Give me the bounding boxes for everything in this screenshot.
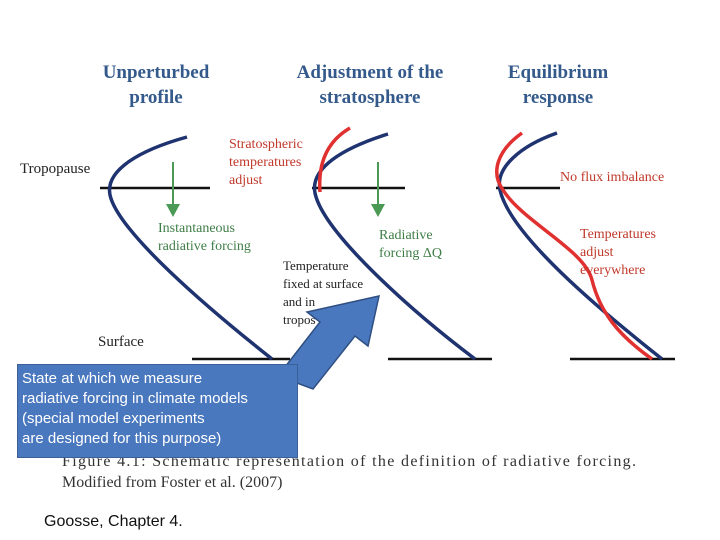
figure-caption-line-2: Modified from Foster et al. (2007)	[62, 474, 282, 491]
green-arrow-2	[371, 162, 385, 217]
radiative-dq-label-2: forcing ΔQ	[379, 246, 442, 261]
heading-equilibrium-2: response	[523, 87, 593, 108]
callout-line-3: (special model experiments	[22, 410, 205, 427]
callout-line-1: State at which we measure	[22, 370, 203, 387]
profile-unperturbed-curve	[107, 135, 274, 361]
temps-adjust-label-2: adjust	[580, 245, 614, 260]
profile-equilibrium-blue-curve	[497, 131, 664, 361]
temps-adjust-label-1: Temperatures	[580, 227, 656, 242]
profile-adjusted-red-curve	[317, 126, 351, 193]
strat-temps-label-2: temperatures	[229, 155, 301, 170]
heading-unperturbed-2: profile	[129, 87, 182, 108]
instantaneous-label-2: radiative forcing	[158, 239, 251, 254]
callout-box: State at which we measure radiative forc…	[17, 364, 298, 458]
temp-fixed-label-2: fixed at surface	[283, 276, 363, 291]
strat-temps-label-3: adjust	[229, 173, 263, 188]
callout-line-4: are designed for this purpose)	[22, 430, 222, 447]
temp-fixed-label-1: Temperature	[283, 258, 349, 273]
heading-equilibrium: Equilibrium	[508, 62, 608, 83]
surface-label: Surface	[98, 334, 144, 350]
source-credit: Goosse, Chapter 4.	[44, 513, 183, 530]
profile-adjusted-blue-curve	[312, 132, 477, 361]
strat-temps-label-1: Stratospheric	[229, 137, 303, 152]
callout-arrow-icon	[276, 295, 380, 390]
temp-fixed-label-4: tropos	[283, 312, 316, 327]
radiative-dq-label-1: Radiative	[379, 228, 433, 243]
green-arrow-1	[166, 162, 180, 217]
instantaneous-label-1: Instantaneous	[158, 221, 235, 236]
temp-fixed-label-3: and in	[283, 294, 316, 309]
heading-adjustment-2: stratosphere	[320, 87, 421, 108]
temps-adjust-label-3: everywhere	[580, 263, 645, 278]
profile-equilibrium-red-curve	[495, 131, 654, 361]
heading-unperturbed: Unperturbed	[103, 62, 210, 83]
heading-adjustment: Adjustment of the	[297, 62, 444, 83]
no-flux-label: No flux imbalance	[560, 170, 664, 185]
tropopause-label: Tropopause	[20, 161, 91, 177]
callout-line-2: radiative forcing in climate models	[22, 390, 248, 407]
